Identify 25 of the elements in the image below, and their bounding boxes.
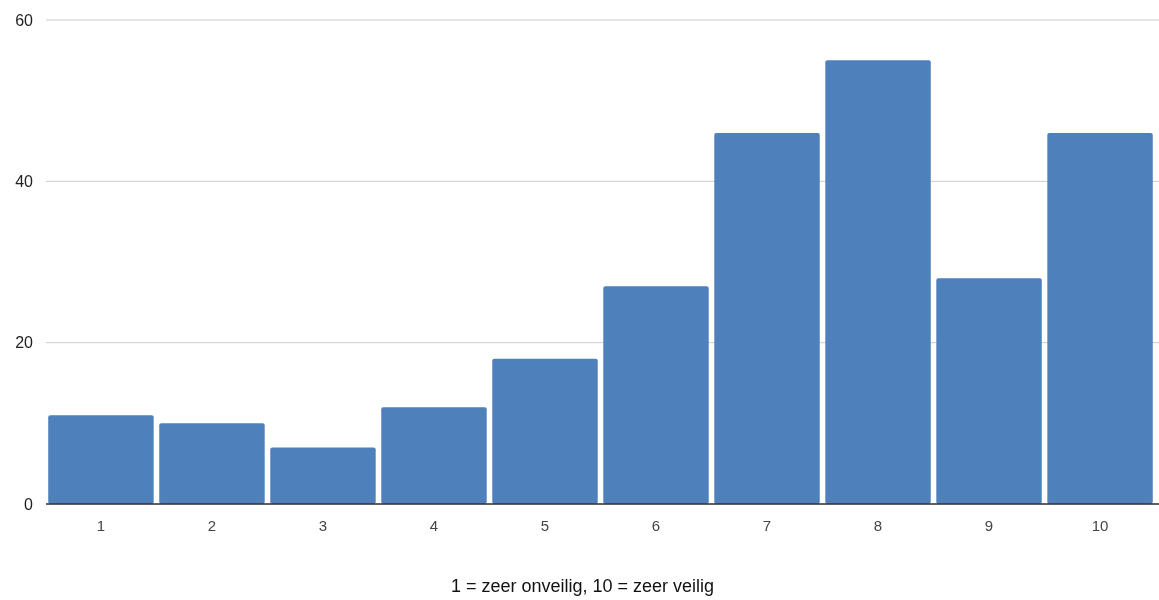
x-tick-label: 5 xyxy=(540,517,550,534)
y-tick-label: 0 xyxy=(24,495,34,513)
x-tick-label: 3 xyxy=(318,517,328,534)
bar xyxy=(381,407,487,504)
x-tick-label: 7 xyxy=(762,517,772,534)
x-tick-label: 1 xyxy=(96,517,106,534)
x-tick-label: 8 xyxy=(873,517,883,534)
bar xyxy=(159,423,265,504)
y-tick-label: 60 xyxy=(15,11,34,29)
x-tick-label: 4 xyxy=(429,517,439,534)
y-tick-label: 20 xyxy=(15,334,34,352)
bar xyxy=(270,447,376,504)
bar xyxy=(714,132,820,504)
x-tick-label: 6 xyxy=(651,517,661,534)
x-axis-title: 1 = zeer onveilig, 10 = zeer veilig xyxy=(450,576,715,596)
bar xyxy=(936,278,1042,504)
bar xyxy=(492,358,598,504)
x-tick-label: 2 xyxy=(207,517,217,534)
x-tick-label: 9 xyxy=(984,517,994,534)
x-tick-label: 10 xyxy=(1091,517,1109,534)
bar xyxy=(1047,132,1153,504)
bar xyxy=(603,286,709,504)
y-tick-label: 40 xyxy=(15,172,34,190)
bar xyxy=(48,415,154,504)
bar xyxy=(825,60,931,504)
